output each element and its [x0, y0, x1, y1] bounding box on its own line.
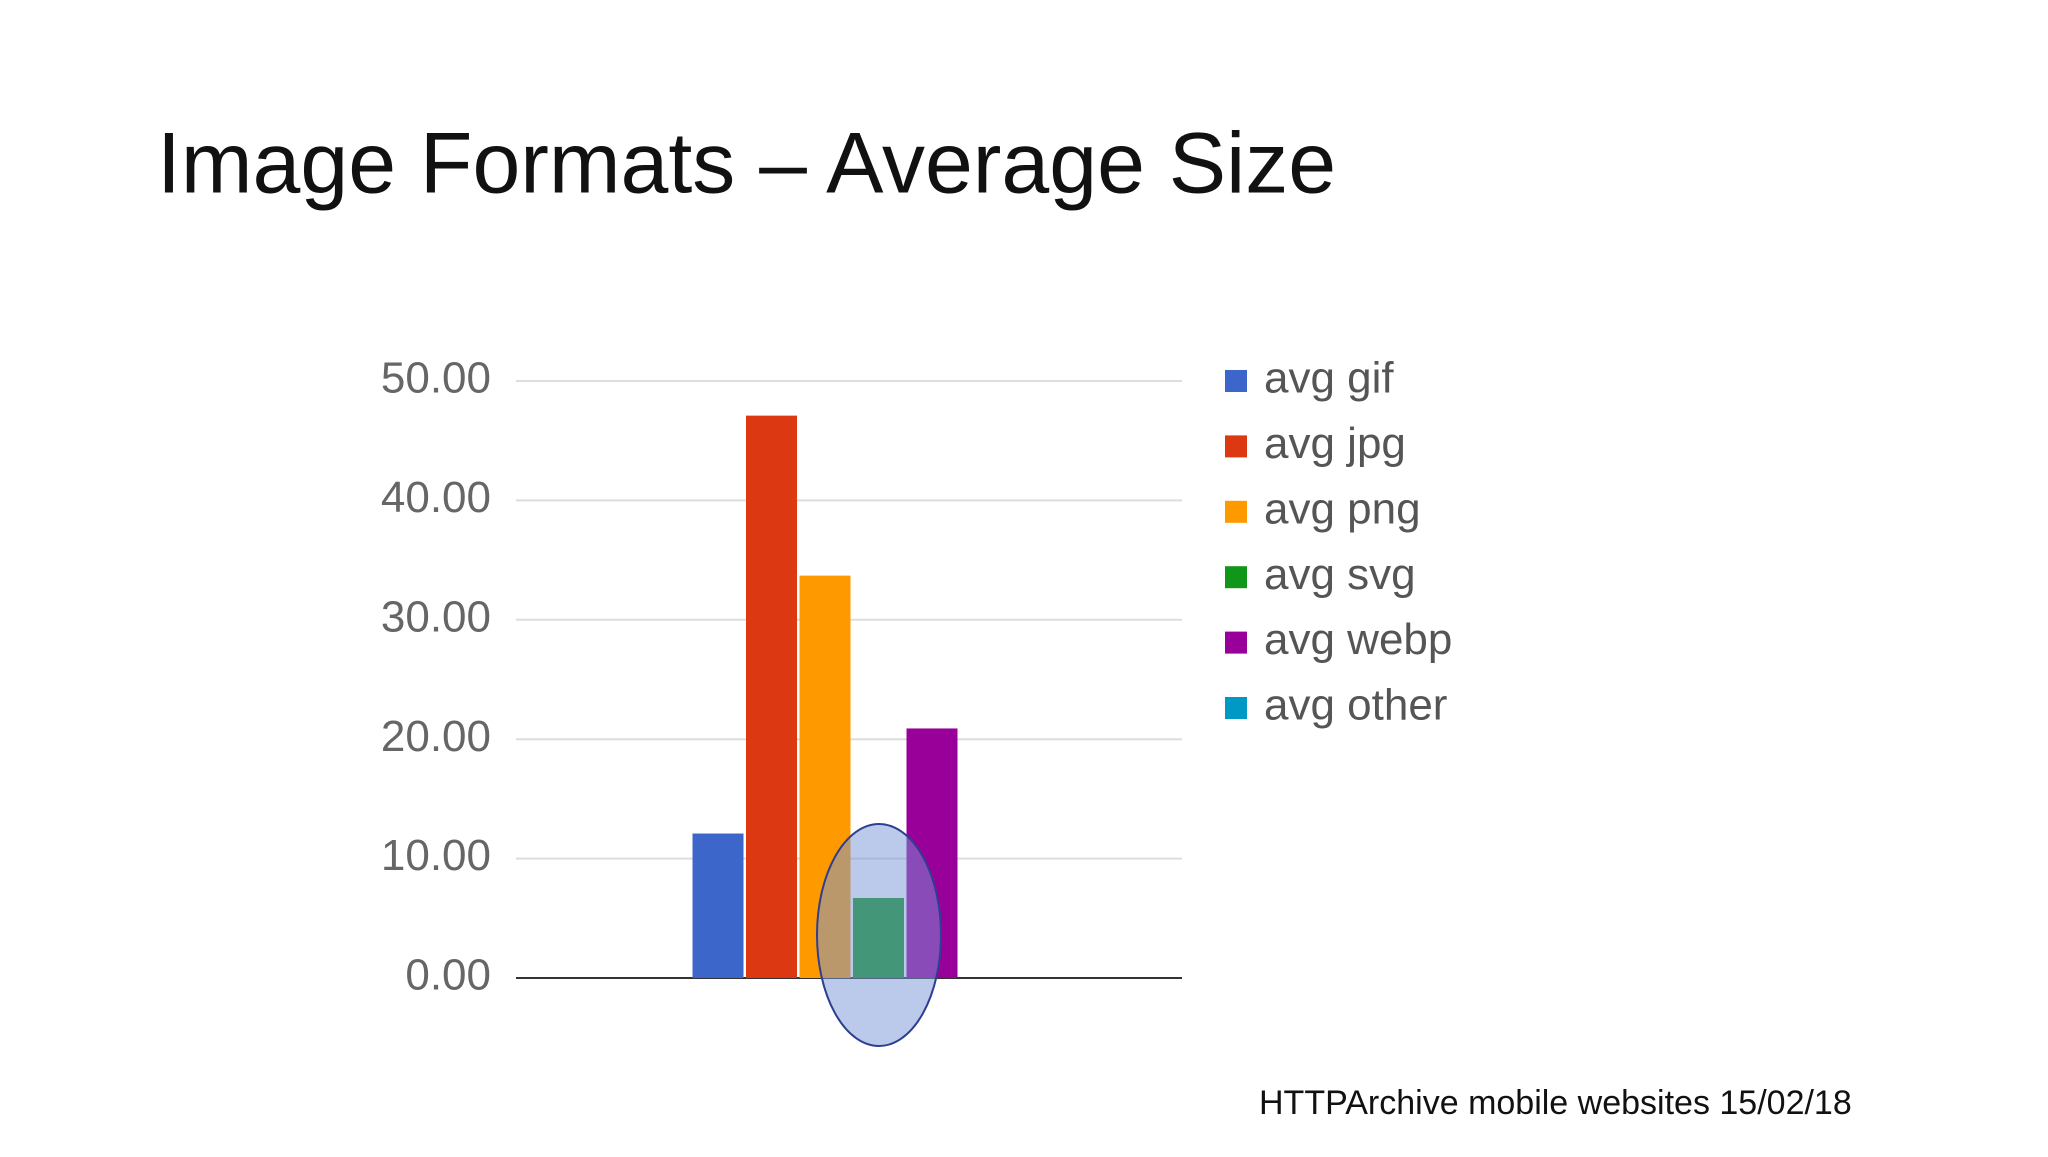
- y-tick-label: 20.00: [381, 712, 491, 761]
- legend-label: avg svg: [1264, 550, 1416, 599]
- legend-label: avg other: [1264, 681, 1447, 730]
- legend-swatch: [1225, 500, 1247, 523]
- legend-label: avg gif: [1264, 354, 1394, 403]
- slide-title: Image Formats – Average Size: [157, 116, 1336, 212]
- y-tick-label: 0.00: [405, 951, 491, 1000]
- y-tick-label: 50.00: [381, 354, 491, 403]
- legend-swatch: [1225, 435, 1247, 458]
- legend-label: avg png: [1264, 484, 1421, 533]
- legend-swatch: [1225, 631, 1247, 654]
- legend-swatch: [1225, 566, 1247, 589]
- y-tick-label: 40.00: [381, 473, 491, 522]
- legend-swatch: [1225, 697, 1247, 719]
- bar: [746, 415, 797, 979]
- legend-label: avg webp: [1264, 615, 1452, 664]
- y-tick-label: 10.00: [381, 831, 491, 880]
- source-note: HTTPArchive mobile websites 15/02/18: [1259, 1084, 1852, 1122]
- legend-swatch: [1225, 370, 1247, 392]
- legend-label: avg jpg: [1264, 419, 1406, 468]
- y-tick-label: 30.00: [381, 592, 491, 641]
- bar: [692, 833, 744, 978]
- highlight-ellipse: [816, 823, 942, 1047]
